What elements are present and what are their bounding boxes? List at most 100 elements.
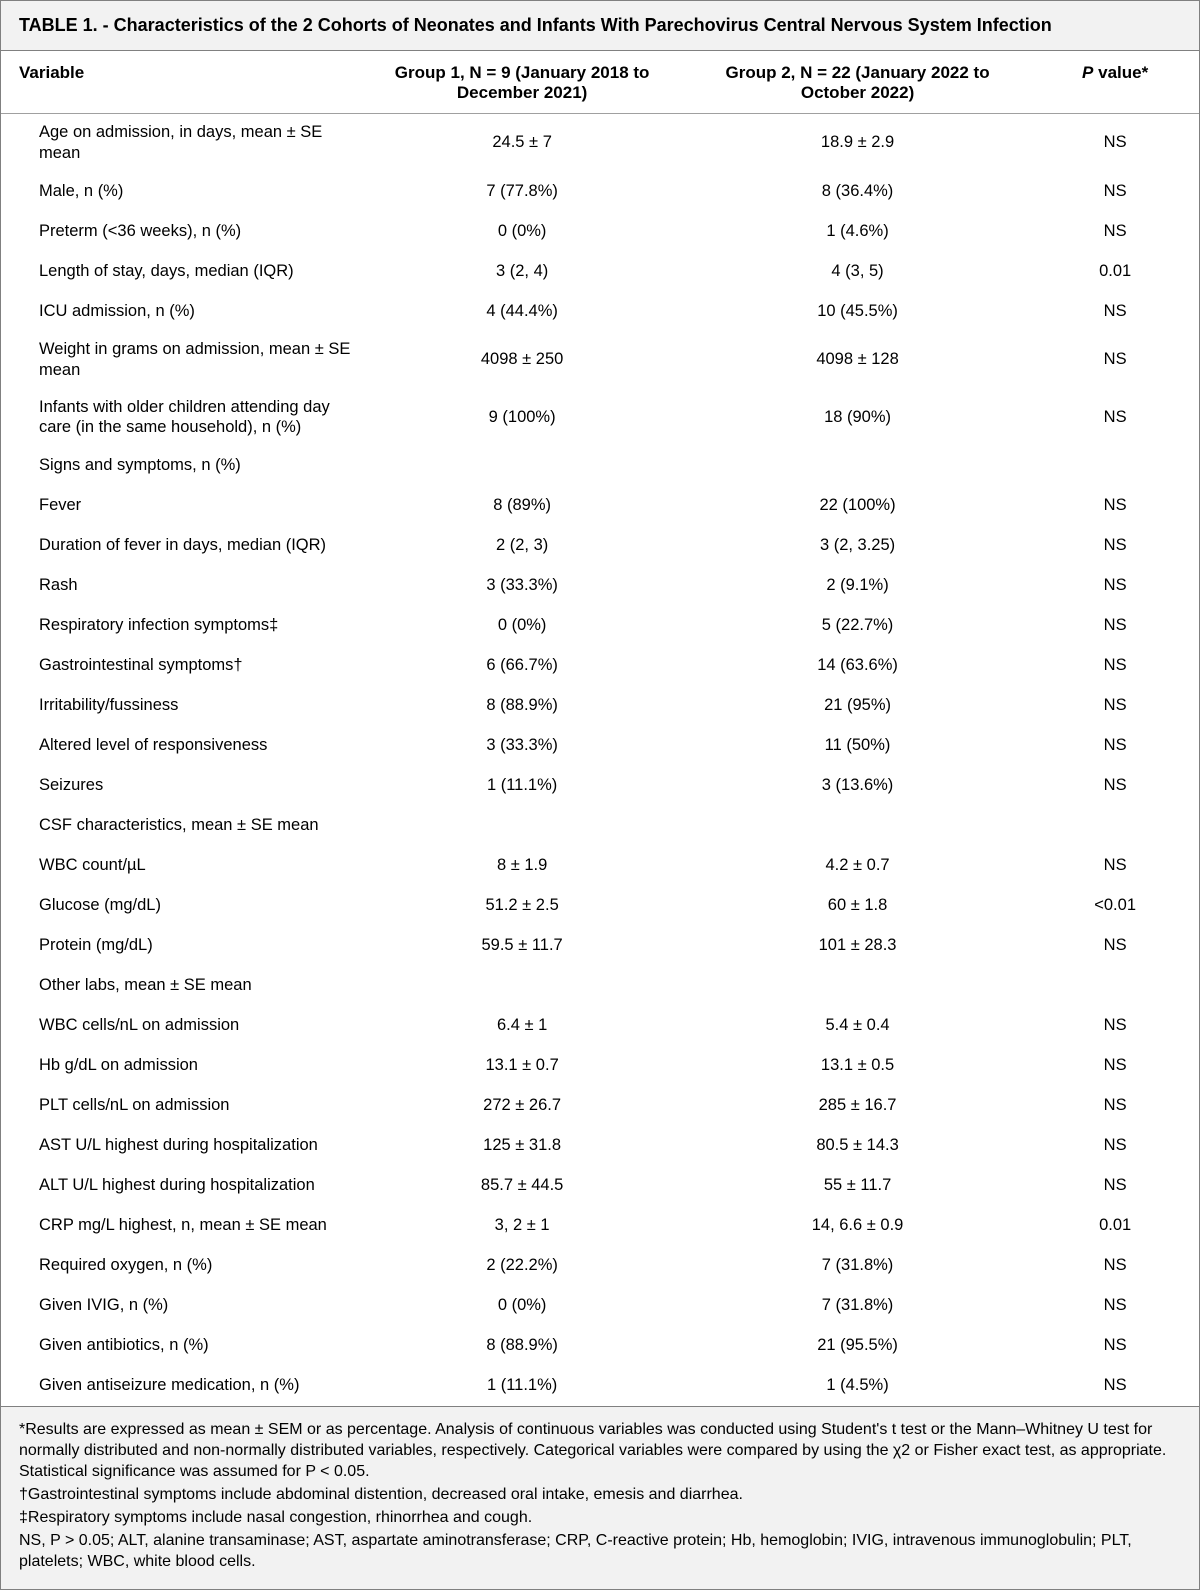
table-row: Given antiseizure medication, n (%)1 (11…	[1, 1366, 1199, 1406]
group2-cell: 1 (4.5%)	[684, 1366, 1031, 1406]
group2-cell: 10 (45.5%)	[684, 291, 1031, 331]
table-row: Protein (mg/dL)59.5 ± 11.7101 ± 28.3NS	[1, 926, 1199, 966]
pvalue-cell: NS	[1031, 1006, 1199, 1046]
table-row: Weight in grams on admission, mean ± SE …	[1, 331, 1199, 388]
table-row: Gastrointestinal symptoms†6 (66.7%)14 (6…	[1, 646, 1199, 686]
pvalue-cell: NS	[1031, 1246, 1199, 1286]
data-table: Variable Group 1, N = 9 (January 2018 to…	[1, 51, 1199, 1406]
group2-cell	[684, 446, 1031, 486]
group1-cell: 0 (0%)	[360, 606, 683, 646]
pvalue-cell: NS	[1031, 1166, 1199, 1206]
group2-cell: 285 ± 16.7	[684, 1086, 1031, 1126]
pvalue-cell	[1031, 966, 1199, 1006]
group2-cell: 3 (13.6%)	[684, 766, 1031, 806]
table-row: Altered level of responsiveness3 (33.3%)…	[1, 726, 1199, 766]
variable-cell: Irritability/fussiness	[1, 686, 360, 726]
group2-cell: 14 (63.6%)	[684, 646, 1031, 686]
pvalue-cell: NS	[1031, 211, 1199, 251]
table-row: Infants with older children attending da…	[1, 389, 1199, 446]
header-pvalue-rest: value*	[1093, 63, 1148, 82]
pvalue-cell: 0.01	[1031, 251, 1199, 291]
variable-cell: ALT U/L highest during hospitalization	[1, 1166, 360, 1206]
group2-cell: 21 (95%)	[684, 686, 1031, 726]
header-pvalue-italic: P	[1082, 63, 1093, 82]
variable-cell: Protein (mg/dL)	[1, 926, 360, 966]
table-row: Given IVIG, n (%)0 (0%)7 (31.8%)NS	[1, 1286, 1199, 1326]
group1-cell: 1 (11.1%)	[360, 1366, 683, 1406]
pvalue-cell: NS	[1031, 566, 1199, 606]
pvalue-cell: NS	[1031, 389, 1199, 446]
footnote-line: †Gastrointestinal symptoms include abdom…	[19, 1484, 1181, 1505]
group2-cell: 7 (31.8%)	[684, 1286, 1031, 1326]
variable-cell: Respiratory infection symptoms‡	[1, 606, 360, 646]
group2-cell: 5 (22.7%)	[684, 606, 1031, 646]
group1-cell: 6.4 ± 1	[360, 1006, 683, 1046]
variable-cell: WBC count/µL	[1, 846, 360, 886]
table-row: Respiratory infection symptoms‡0 (0%)5 (…	[1, 606, 1199, 646]
table-row: Other labs, mean ± SE mean	[1, 966, 1199, 1006]
table-row: Age on admission, in days, mean ± SE mea…	[1, 114, 1199, 172]
variable-cell: Infants with older children attending da…	[1, 389, 360, 446]
group1-cell: 8 ± 1.9	[360, 846, 683, 886]
group1-cell: 24.5 ± 7	[360, 114, 683, 172]
variable-cell: Seizures	[1, 766, 360, 806]
group2-cell: 55 ± 11.7	[684, 1166, 1031, 1206]
table-row: Irritability/fussiness8 (88.9%)21 (95%)N…	[1, 686, 1199, 726]
table-title: TABLE 1. - Characteristics of the 2 Coho…	[1, 0, 1199, 51]
group1-cell	[360, 446, 683, 486]
group1-cell: 3 (33.3%)	[360, 566, 683, 606]
table-body: Age on admission, in days, mean ± SE mea…	[1, 114, 1199, 1406]
group1-cell: 7 (77.8%)	[360, 171, 683, 211]
group2-cell: 60 ± 1.8	[684, 886, 1031, 926]
group1-cell: 13.1 ± 0.7	[360, 1046, 683, 1086]
pvalue-cell: NS	[1031, 726, 1199, 766]
variable-cell: Weight in grams on admission, mean ± SE …	[1, 331, 360, 388]
variable-cell: CRP mg/L highest, n, mean ± SE mean	[1, 1206, 360, 1246]
table-row: Fever8 (89%)22 (100%)NS	[1, 486, 1199, 526]
group2-cell: 11 (50%)	[684, 726, 1031, 766]
variable-cell: Length of stay, days, median (IQR)	[1, 251, 360, 291]
pvalue-cell: NS	[1031, 606, 1199, 646]
group1-cell: 51.2 ± 2.5	[360, 886, 683, 926]
variable-cell: WBC cells/nL on admission	[1, 1006, 360, 1046]
variable-cell: Age on admission, in days, mean ± SE mea…	[1, 114, 360, 172]
footnote-line: *Results are expressed as mean ± SEM or …	[19, 1419, 1181, 1482]
group2-cell: 101 ± 28.3	[684, 926, 1031, 966]
table-row: Given antibiotics, n (%)8 (88.9%)21 (95.…	[1, 1326, 1199, 1366]
table-row: Rash3 (33.3%)2 (9.1%)NS	[1, 566, 1199, 606]
group1-cell: 8 (89%)	[360, 486, 683, 526]
pvalue-cell: 0.01	[1031, 1206, 1199, 1246]
variable-cell: PLT cells/nL on admission	[1, 1086, 360, 1126]
group2-cell: 21 (95.5%)	[684, 1326, 1031, 1366]
table-row: CRP mg/L highest, n, mean ± SE mean3, 2 …	[1, 1206, 1199, 1246]
table-row: Preterm (<36 weeks), n (%)0 (0%)1 (4.6%)…	[1, 211, 1199, 251]
table-row: CSF characteristics, mean ± SE mean	[1, 806, 1199, 846]
pvalue-cell: NS	[1031, 171, 1199, 211]
group2-cell: 4098 ± 128	[684, 331, 1031, 388]
group2-cell: 14, 6.6 ± 0.9	[684, 1206, 1031, 1246]
group2-cell: 18 (90%)	[684, 389, 1031, 446]
table-container: TABLE 1. - Characteristics of the 2 Coho…	[0, 0, 1200, 1590]
table-row: Male, n (%)7 (77.8%)8 (36.4%)NS	[1, 171, 1199, 211]
group2-cell: 5.4 ± 0.4	[684, 1006, 1031, 1046]
table-row: ICU admission, n (%)4 (44.4%)10 (45.5%)N…	[1, 291, 1199, 331]
pvalue-cell: NS	[1031, 1046, 1199, 1086]
table-row: Length of stay, days, median (IQR)3 (2, …	[1, 251, 1199, 291]
group1-cell: 272 ± 26.7	[360, 1086, 683, 1126]
group2-cell: 13.1 ± 0.5	[684, 1046, 1031, 1086]
variable-cell: CSF characteristics, mean ± SE mean	[1, 806, 360, 846]
group2-cell: 18.9 ± 2.9	[684, 114, 1031, 172]
variable-cell: Other labs, mean ± SE mean	[1, 966, 360, 1006]
variable-cell: Preterm (<36 weeks), n (%)	[1, 211, 360, 251]
variable-cell: Duration of fever in days, median (IQR)	[1, 526, 360, 566]
table-footnotes: *Results are expressed as mean ± SEM or …	[1, 1406, 1199, 1589]
variable-cell: Required oxygen, n (%)	[1, 1246, 360, 1286]
pvalue-cell: NS	[1031, 646, 1199, 686]
group2-cell: 7 (31.8%)	[684, 1246, 1031, 1286]
group1-cell: 9 (100%)	[360, 389, 683, 446]
page: TABLE 1. - Characteristics of the 2 Coho…	[0, 0, 1200, 1590]
table-row: Hb g/dL on admission13.1 ± 0.713.1 ± 0.5…	[1, 1046, 1199, 1086]
group2-cell	[684, 966, 1031, 1006]
pvalue-cell: NS	[1031, 1086, 1199, 1126]
variable-cell: Given antiseizure medication, n (%)	[1, 1366, 360, 1406]
